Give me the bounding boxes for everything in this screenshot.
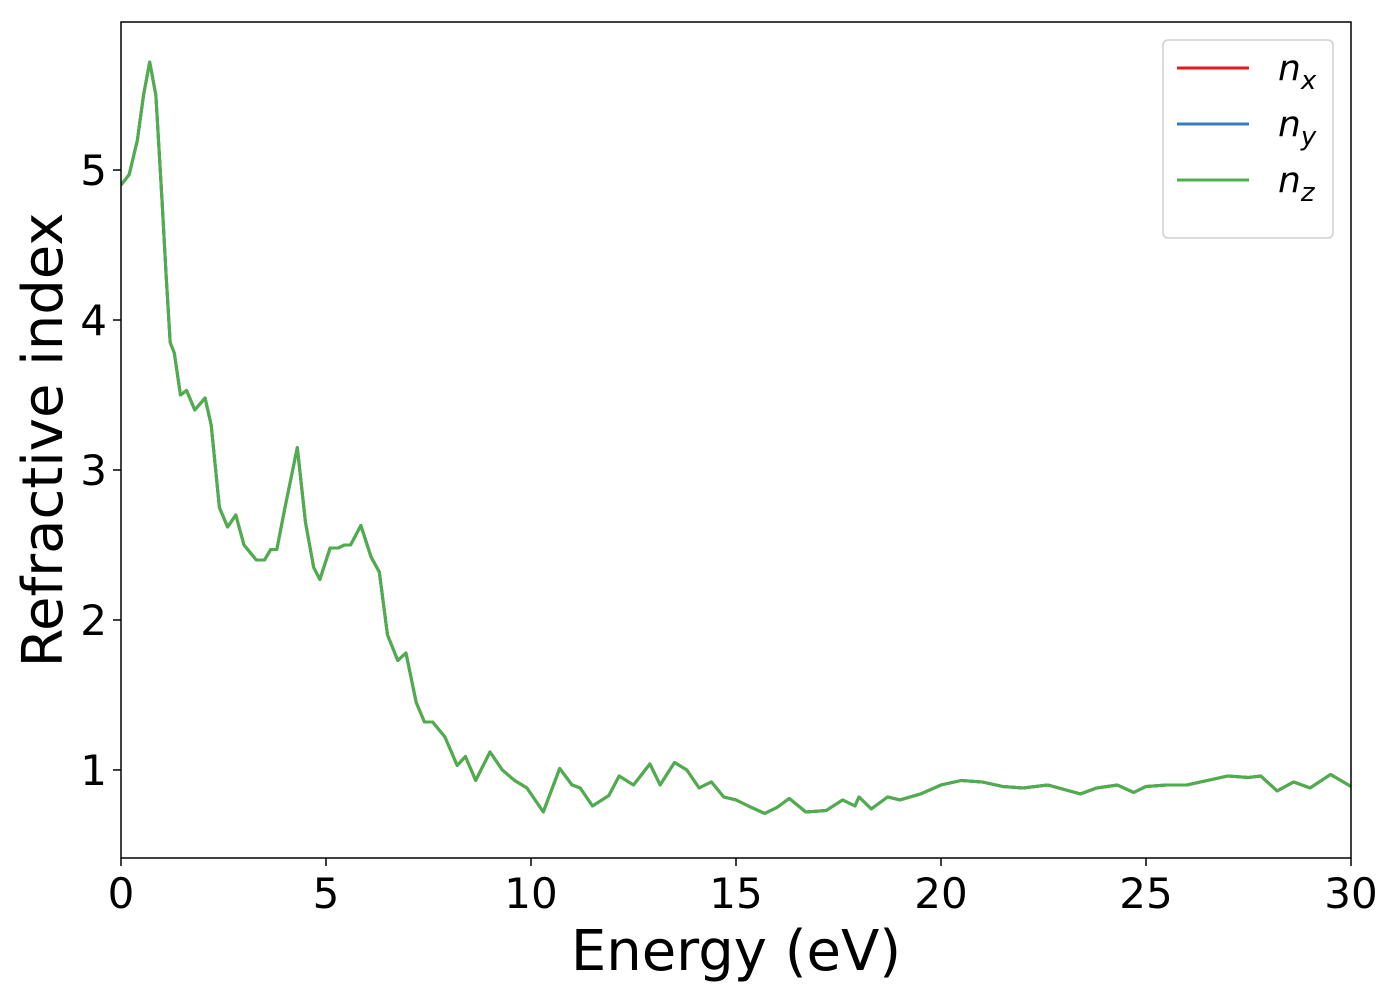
x-tick-label: 15 [709,869,762,918]
legend-box [1162,39,1334,239]
y-tick-label: 2 [80,596,107,645]
x-tick-label: 5 [313,869,340,918]
y-tick-label: 1 [80,746,107,795]
x-tick-label: 10 [504,869,557,918]
x-axis-label: Energy (eV) [571,919,901,984]
y-tick-label: 4 [80,296,107,345]
y-axis-label: Refractive index [11,213,76,668]
x-tick-label: 25 [1119,869,1172,918]
y-tick-label: 5 [80,146,107,195]
x-tick-label: 0 [108,869,135,918]
series-line [121,60,1351,815]
x-tick-label: 20 [914,869,967,918]
legend-label: nx [1278,48,1317,96]
y-tick-label: 3 [80,446,107,495]
legend-label: ny [1278,104,1317,152]
x-tick-label: 30 [1324,869,1377,918]
plot-frame [120,21,1352,859]
legend-label: nz [1278,160,1316,208]
